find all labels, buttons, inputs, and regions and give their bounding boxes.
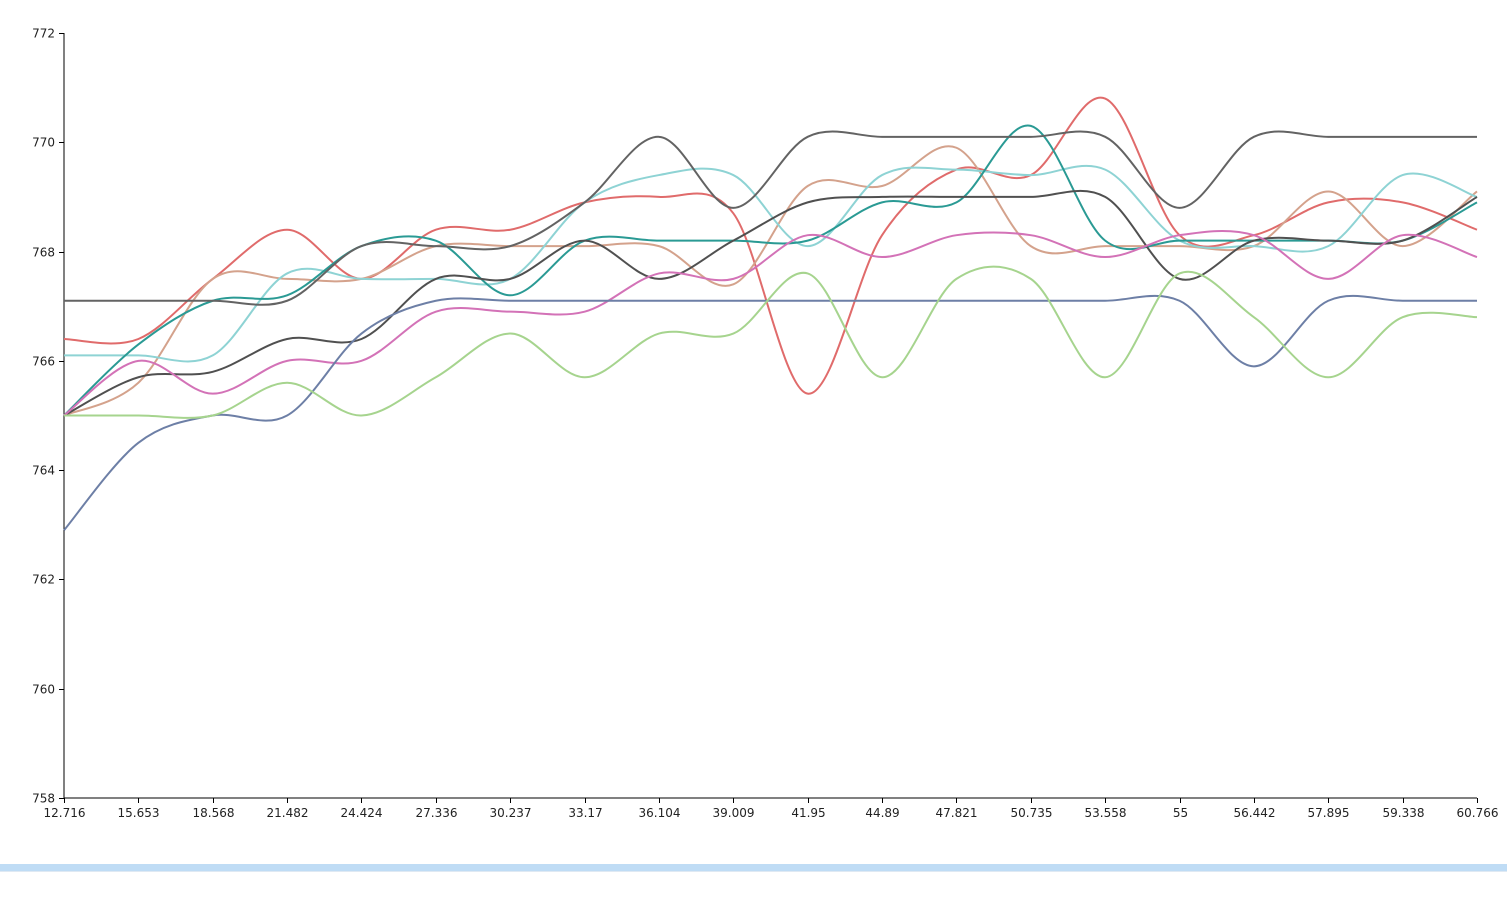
x-tick-label: 55 bbox=[1173, 806, 1188, 820]
series-line-3 bbox=[64, 164, 1478, 363]
series-line-7 bbox=[63, 229, 1478, 417]
x-tick-label: 47.821 bbox=[936, 806, 978, 820]
series-line-8 bbox=[63, 294, 1477, 531]
x-tick-label: 50.735 bbox=[1011, 806, 1053, 820]
y-tick-label: 758 bbox=[32, 792, 55, 806]
y-tick-label: 772 bbox=[32, 27, 55, 41]
series-lines bbox=[63, 96, 1478, 531]
chart-svg: 758 760 762 764 766 768 770 772 12.716 15.653 18.… bbox=[32, 27, 1499, 821]
horizontal-scrollbar[interactable] bbox=[0, 864, 1507, 871]
x-tick-label: 53.558 bbox=[1085, 806, 1127, 820]
y-tick-label: 766 bbox=[32, 355, 55, 369]
series-line-9 bbox=[64, 265, 1478, 419]
y-tick-label: 768 bbox=[32, 246, 55, 260]
x-tick-label: 12.716 bbox=[44, 806, 86, 820]
x-tick-label: 57.895 bbox=[1308, 806, 1350, 820]
x-tick-label: 44.89 bbox=[865, 806, 899, 820]
series-line-1 bbox=[63, 96, 1478, 395]
x-tick-label: 27.336 bbox=[416, 806, 458, 820]
x-tick-label: 36.104 bbox=[639, 806, 681, 820]
y-tick-label: 764 bbox=[32, 464, 55, 478]
x-tick-label: 18.568 bbox=[193, 806, 235, 820]
x-tick-label: 21.482 bbox=[267, 806, 309, 820]
x-tick-label: 15.653 bbox=[118, 806, 160, 820]
x-tick-label: 39.009 bbox=[713, 806, 755, 820]
x-tick-label: 24.424 bbox=[341, 806, 383, 820]
y-tick-label: 770 bbox=[32, 136, 55, 150]
y-axis: 758 760 762 764 766 768 770 772 bbox=[32, 27, 65, 806]
y-tick-label: 762 bbox=[32, 573, 55, 587]
y-tick-label: 760 bbox=[32, 683, 55, 697]
x-tick-label: 30.237 bbox=[490, 806, 532, 820]
x-tick-label: 33.17 bbox=[568, 806, 602, 820]
x-tick-label: 59.338 bbox=[1383, 806, 1425, 820]
divider bbox=[0, 871, 1507, 872]
x-tick-label: 41.95 bbox=[791, 806, 825, 820]
x-tick-label: 60.766 bbox=[1457, 806, 1499, 820]
x-tick-label: 56.442 bbox=[1234, 806, 1276, 820]
x-axis: 12.716 15.653 18.568 21.482 24.424 27.336 30.2… bbox=[44, 797, 1499, 820]
series-line-5 bbox=[64, 130, 1477, 306]
series-line-6 bbox=[63, 189, 1478, 417]
line-chart: 758 760 762 764 766 768 770 772 12.716 15.653 18.… bbox=[32, 27, 1499, 821]
series-line-4 bbox=[63, 124, 1478, 417]
